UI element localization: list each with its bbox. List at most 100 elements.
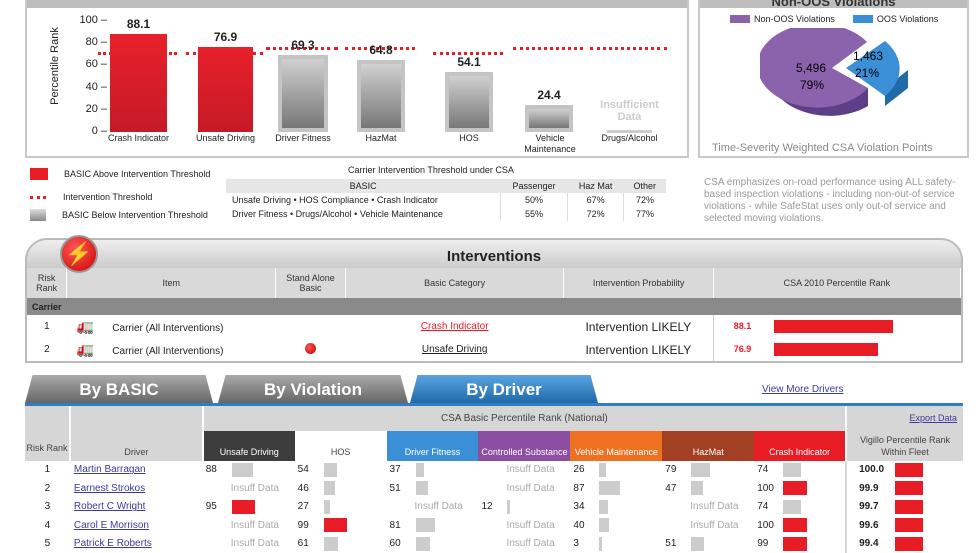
score-bar: [599, 537, 602, 551]
pie-label-oos-value: 1,463: [853, 49, 883, 63]
score-bar: [783, 481, 807, 495]
score: 27: [295, 500, 387, 514]
view-more-drivers-link[interactable]: View More Drivers: [762, 384, 844, 395]
score: 81: [387, 518, 479, 532]
score: 74: [754, 500, 845, 514]
table-row: Driver Fitness • Drugs/Alcohol • Vehicle…: [226, 207, 666, 221]
category-cell: Crash Indicator: [345, 315, 564, 338]
y-tick-label: 60 –: [63, 58, 107, 71]
score-value: 27: [298, 501, 320, 512]
score-value: 3: [573, 538, 595, 549]
category-link[interactable]: Unsafe Driving: [422, 344, 488, 355]
tab-by-basic[interactable]: By BASIC: [25, 375, 213, 403]
driver-link[interactable]: Robert C Wright: [74, 501, 146, 512]
score: 99: [295, 518, 387, 532]
score-cell: Insuff Data: [478, 479, 570, 498]
score-cell: 3: [570, 535, 662, 553]
driver-link[interactable]: Earnest Strokos: [74, 483, 145, 494]
basic-chart-panel: Percentile Rank 0 –20 –40 –60 –80 –100 –…: [25, 0, 689, 158]
driver-link[interactable]: Patrick E Roberts: [74, 538, 152, 549]
y-tick-label: 80 –: [63, 36, 107, 49]
table-row: Unsafe Driving • HOS Compliance • Crash …: [226, 193, 666, 207]
rank-cell: 1: [25, 461, 70, 480]
export-data-link[interactable]: Export Data: [909, 413, 957, 423]
insuff-data: Insuff Data: [662, 501, 738, 512]
score: 34: [570, 500, 662, 514]
score-cell: 61: [295, 535, 387, 553]
group-row-carrier: Carrier: [27, 298, 961, 315]
category-link[interactable]: Crash Indicator: [421, 321, 489, 332]
alert-lightning-icon: ⚡: [60, 235, 98, 273]
th-driver-fitness: Driver Fitness: [387, 431, 479, 461]
legend-threshold: Intervention Threshold: [30, 192, 152, 202]
driver-link[interactable]: Martin Barragan: [74, 464, 146, 475]
th-passenger: Passenger: [500, 179, 568, 193]
score-cell: Insuff Data: [203, 479, 295, 498]
vigillo: 99.4: [847, 537, 963, 551]
score-cell: 88: [203, 461, 295, 480]
score-cell: 74: [754, 498, 846, 517]
vigillo-value: 99.6: [859, 520, 891, 531]
th-basic-category: Basic Category: [345, 268, 564, 298]
score-value: 26: [573, 464, 595, 475]
score-bar: [324, 518, 348, 532]
score-bar: [599, 463, 605, 477]
rank-cell: 4: [25, 516, 70, 535]
driver-link[interactable]: Carol E Morrison: [74, 520, 149, 531]
score-value: 34: [573, 501, 595, 512]
driver-cell: Robert C Wright: [70, 498, 203, 517]
percentile-value: 76.9: [734, 344, 774, 354]
score-bar: [783, 500, 801, 514]
th-basic: BASIC: [226, 179, 500, 193]
score-value: 79: [665, 464, 687, 475]
score: 26: [570, 463, 662, 477]
score-cell: Insuff Data: [478, 535, 570, 553]
score-cell: 87: [570, 479, 662, 498]
rank-cell: 3: [25, 498, 70, 517]
rank-cell: 1: [27, 315, 67, 338]
score-cell: 51: [662, 535, 754, 553]
score-cell: 100: [754, 479, 846, 498]
score-bar: [691, 537, 703, 551]
score-value: 95: [206, 501, 228, 512]
score-cell: Insuff Data: [662, 498, 754, 517]
value-label: 76.9: [198, 30, 253, 44]
rank-cell: 5: [25, 535, 70, 553]
vigillo-cell: 99.9: [846, 479, 963, 498]
score-cell: 54: [295, 461, 387, 480]
tab-by-violation[interactable]: By Violation: [218, 375, 408, 403]
value-cell: 72%: [568, 207, 624, 221]
driver-cell: Martin Barragan: [70, 461, 203, 480]
score-value: 51: [665, 538, 687, 549]
score: 100: [754, 481, 845, 495]
threshold-table-title: Carrier Intervention Threshold under CSA: [348, 165, 514, 175]
tab-by-driver[interactable]: By Driver: [410, 375, 598, 403]
score-value: 46: [298, 483, 320, 494]
score: 88: [203, 463, 295, 477]
basic-cell: Driver Fitness • Drugs/Alcohol • Vehicle…: [226, 207, 500, 221]
vigillo-bar: [895, 537, 923, 551]
score: 87: [570, 481, 662, 495]
score-cell: 12: [478, 498, 570, 517]
rank-cell: 2: [25, 479, 70, 498]
vigillo-value: 99.4: [859, 538, 891, 549]
vigillo-value: 99.9: [859, 483, 891, 494]
vigillo-bar: [895, 463, 923, 477]
y-tick-label: 100 –: [63, 14, 107, 27]
th-controlled-substance: Controlled Substance: [478, 431, 570, 461]
vigillo: 99.6: [847, 518, 963, 532]
score-value: 61: [298, 538, 320, 549]
th-stand-alone-basic: Stand Alone Basic: [276, 268, 346, 298]
insuff-data: Insuff Data: [478, 483, 554, 494]
legend-label: BASIC Above Intervention Threshold: [64, 169, 210, 179]
score-bar: [599, 518, 609, 532]
value-cell: 55%: [500, 207, 568, 221]
legend-above: BASIC Above Intervention Threshold: [30, 168, 210, 180]
